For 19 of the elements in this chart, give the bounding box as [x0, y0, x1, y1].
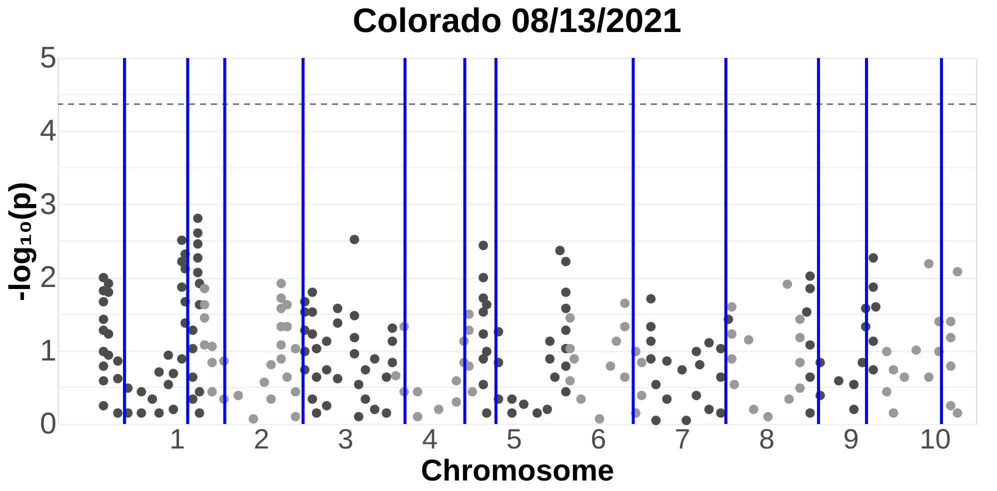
x-tick-label: 3: [338, 424, 354, 454]
x-tick-label: 10: [920, 424, 951, 454]
x-tick-label: 6: [590, 424, 606, 454]
x-tick-label: 5: [506, 424, 522, 454]
y-tick-label: 1: [40, 334, 56, 368]
x-axis-title: Chromosome: [420, 454, 614, 488]
x-tick-label: 9: [843, 424, 859, 454]
x-tick-label: 4: [422, 424, 438, 454]
y-tick-label: 5: [40, 42, 56, 74]
y-axis-title: -log₁₀(p): [4, 182, 37, 302]
y-tick-label: 3: [40, 188, 56, 221]
y-tick-label: 2: [40, 261, 56, 294]
x-tick-label: 2: [254, 424, 270, 454]
x-tick-label: 8: [759, 424, 775, 454]
y-tick-label: 4: [40, 114, 56, 148]
y-tick-label: 0: [40, 408, 56, 440]
x-tick-label: 7: [674, 424, 690, 454]
chart-title: Colorado 08/13/2021: [352, 2, 682, 40]
x-tick-label: 1: [169, 424, 186, 454]
